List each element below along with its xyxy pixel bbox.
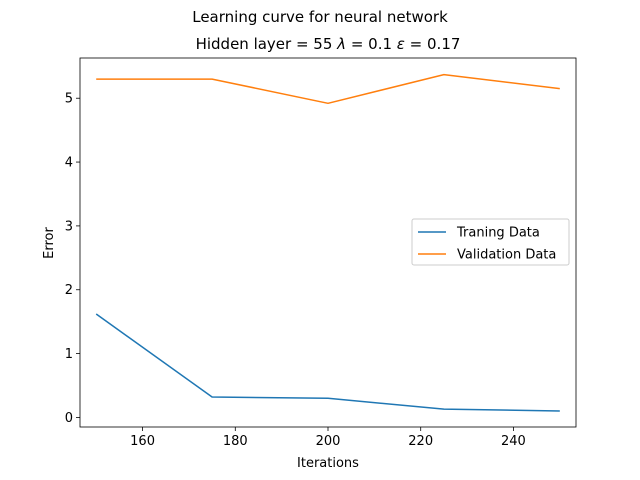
legend-label-0: Traning Data xyxy=(456,226,540,241)
y-tick-label-1: 1 xyxy=(65,347,73,362)
y-tick-label-0: 0 xyxy=(65,411,73,426)
x-tick-label-4: 240 xyxy=(501,434,526,449)
title-part-epsilon-value: = 0.17 xyxy=(405,35,461,53)
y-tick-label-4: 4 xyxy=(65,156,73,171)
x-tick-label-2: 200 xyxy=(316,434,341,449)
chart-title: Hidden layer = 55 λ = 0.1 ε = 0.17 xyxy=(196,35,461,53)
chart-suptitle: Learning curve for neural network xyxy=(192,8,448,26)
series-line-0 xyxy=(95,313,560,412)
x-tick-label-3: 220 xyxy=(408,434,433,449)
title-epsilon-symbol: ε xyxy=(397,35,405,53)
legend-box xyxy=(411,218,570,266)
plot-area: 160 180 200 220 240 0 1 2 3 4 5 Traning Data Validat… xyxy=(65,57,577,449)
x-tick-label-0: 160 xyxy=(130,434,155,449)
x-axis-label: Iterations xyxy=(297,456,359,471)
title-part-lambda-value: = 0.1 xyxy=(346,35,397,53)
y-axis-label: Error xyxy=(42,227,57,259)
x-tick-label-1: 180 xyxy=(223,434,248,449)
y-tick-label-2: 2 xyxy=(65,283,73,298)
title-lambda-symbol: λ xyxy=(336,35,346,53)
y-tick-label-5: 5 xyxy=(65,92,73,107)
y-tick-label-3: 3 xyxy=(65,219,73,234)
legend-label-1: Validation Data xyxy=(457,248,556,263)
series-line-1 xyxy=(96,73,560,105)
title-part-hidden-layer: Hidden layer = 55 xyxy=(196,35,338,53)
